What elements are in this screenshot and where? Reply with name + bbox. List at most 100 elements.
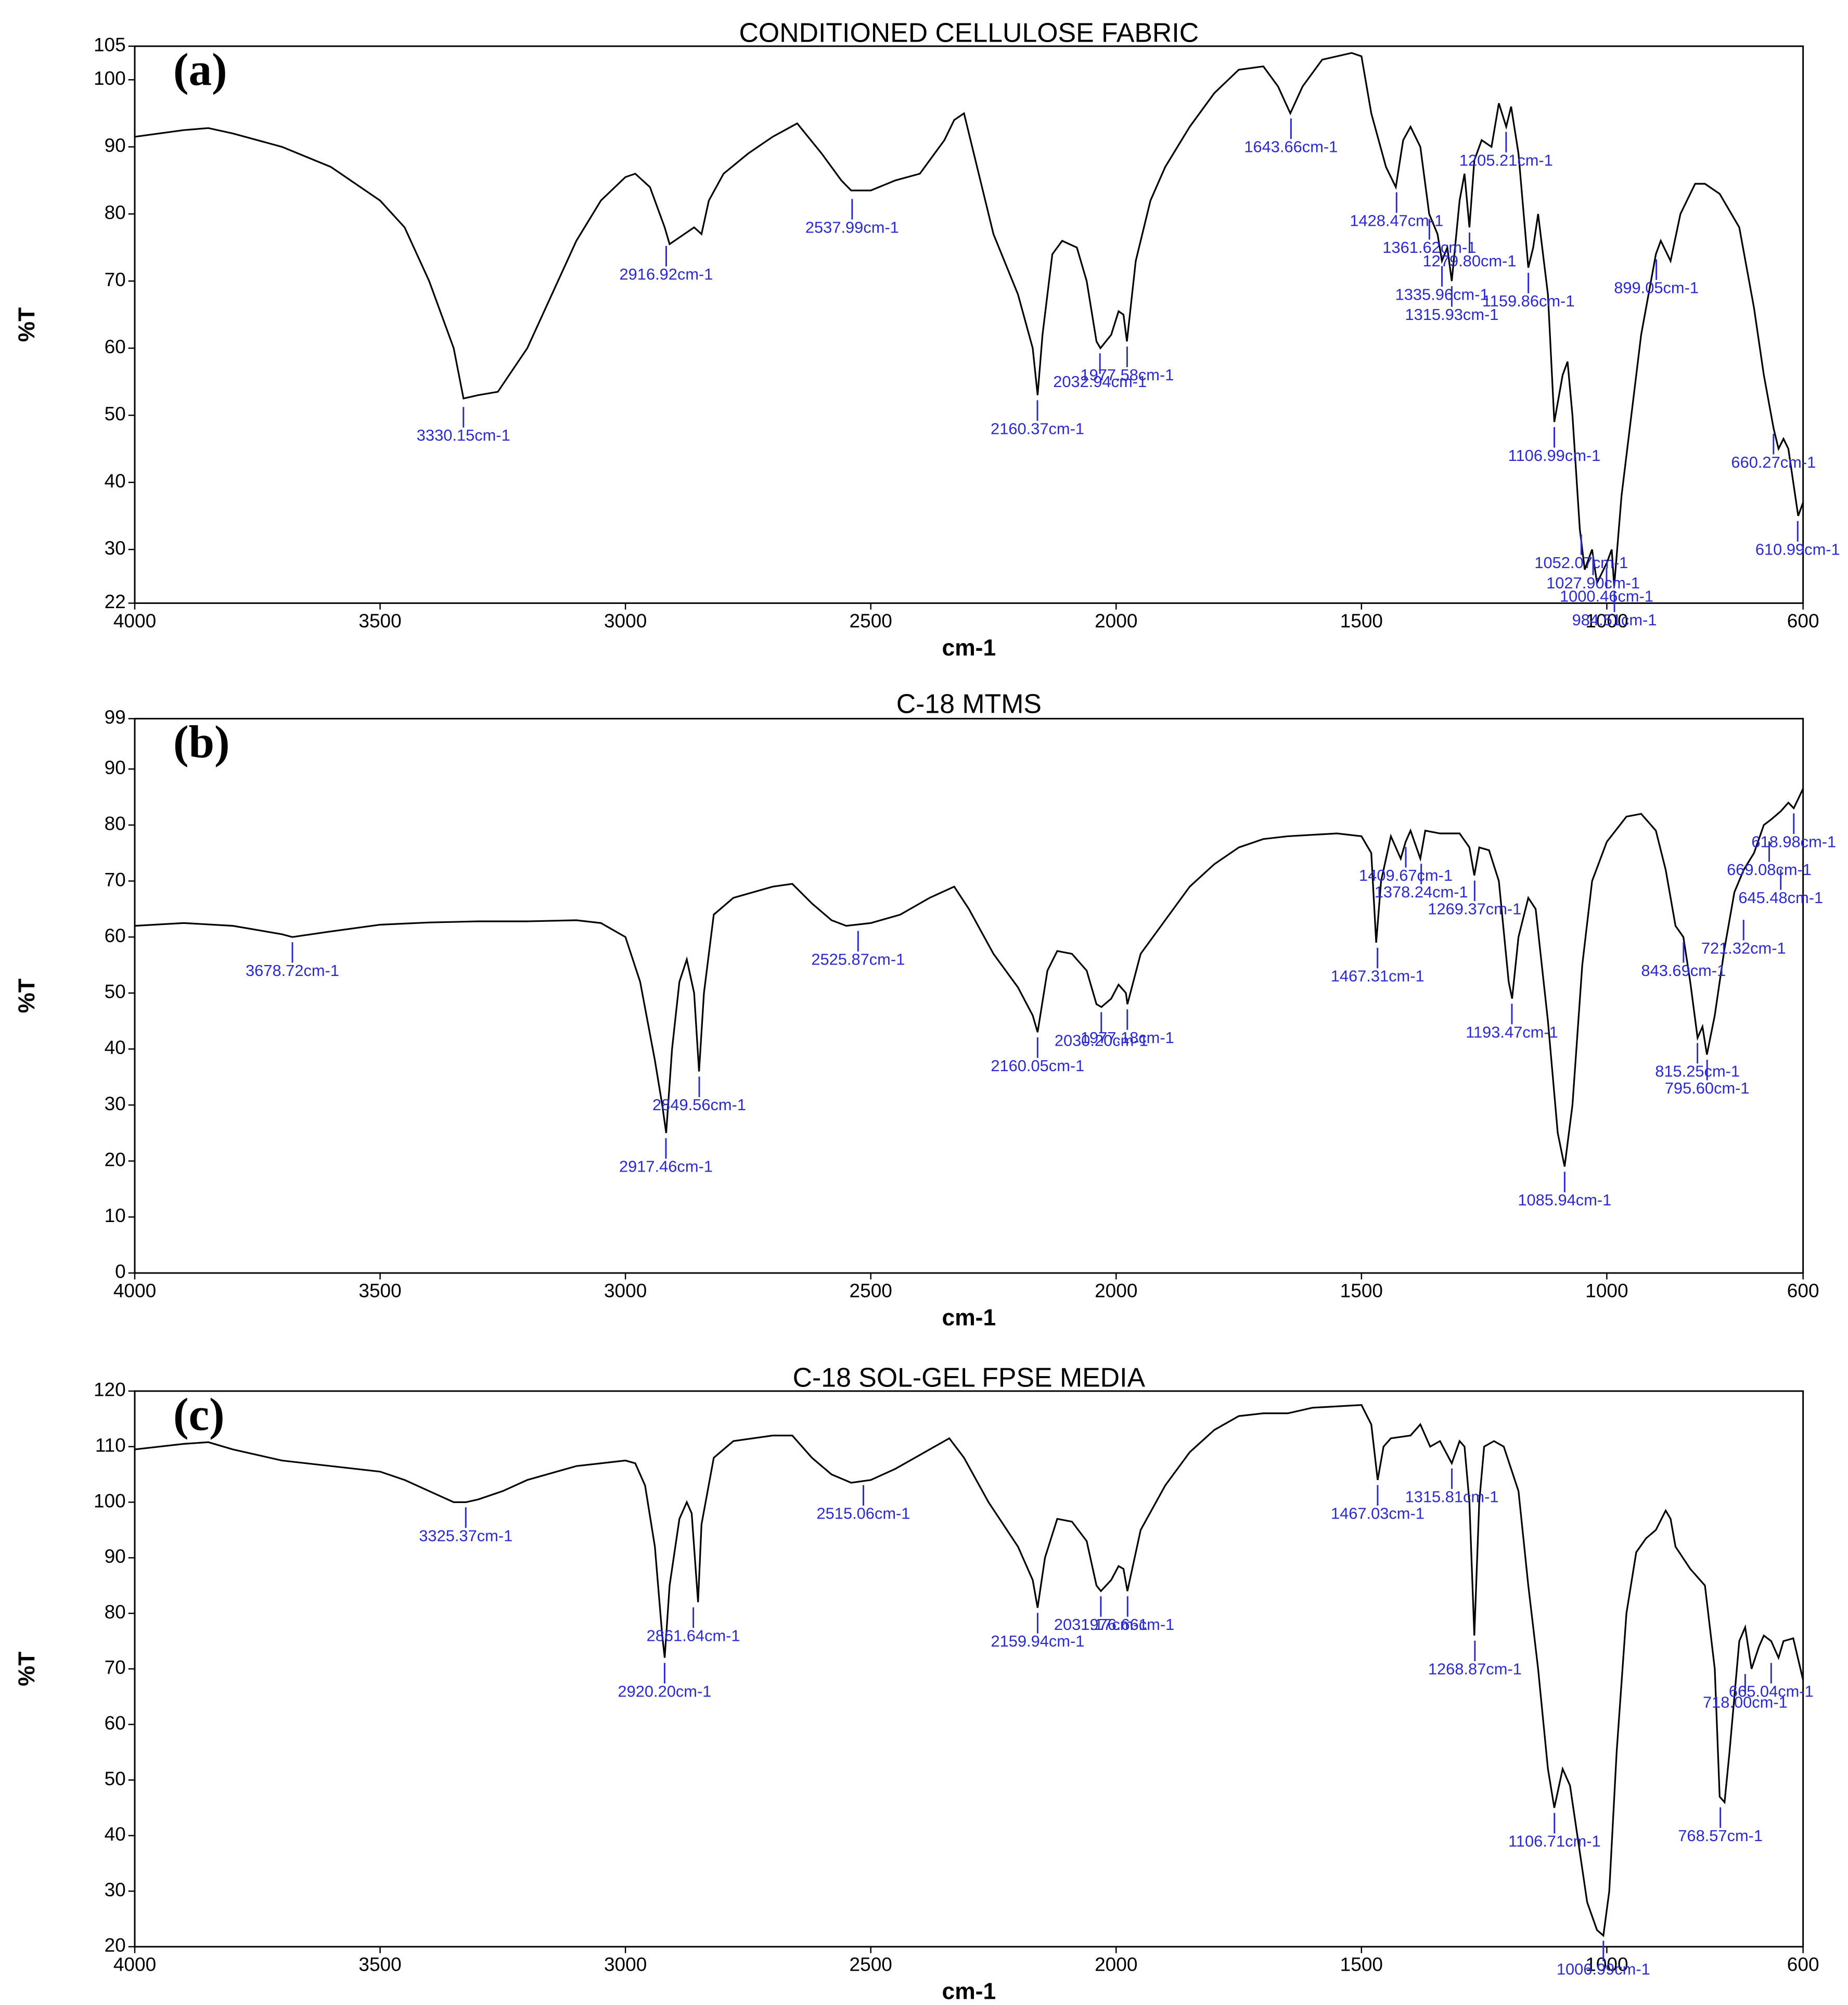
y-axis-label: %T bbox=[14, 307, 40, 342]
x-axis-label: cm-1 bbox=[942, 1979, 996, 2004]
peak-label: 1269.37cm-1 bbox=[1428, 899, 1521, 918]
y-tick-label: 0 bbox=[115, 1261, 126, 1282]
panel: C-18 SOL-GEL FPSE MEDIA %T cm-1 20 30 40 50 60 7… bbox=[14, 1362, 1819, 2004]
plot-frame bbox=[134, 1390, 1804, 1948]
peak-label: 2159.94cm-1 bbox=[991, 1632, 1084, 1650]
x-tick-label: 1500 bbox=[1340, 1280, 1383, 1302]
chart-title: C-18 SOL-GEL FPSE MEDIA bbox=[793, 1362, 1146, 1392]
panel-label: (b) bbox=[173, 717, 230, 768]
peak-label: 1006.99cm-1 bbox=[1557, 1960, 1650, 1978]
x-tick-label: 3500 bbox=[358, 1280, 401, 1302]
x-tick-label: 4000 bbox=[113, 610, 156, 632]
peak-label: 1976.66cm-1 bbox=[1081, 1615, 1174, 1634]
y-tick-label: 120 bbox=[94, 1379, 126, 1400]
peak-label: 1106.71cm-1 bbox=[1508, 1832, 1601, 1850]
peak-label: 669.08cm-1 bbox=[1727, 860, 1812, 879]
peak-label: 2920.20cm-1 bbox=[618, 1682, 711, 1700]
peak-label: 1027.90cm-1 bbox=[1546, 574, 1640, 592]
x-tick-label: 3000 bbox=[604, 610, 647, 632]
x-tick-label: 3000 bbox=[604, 1280, 647, 1302]
x-tick-label: 1000 bbox=[1585, 610, 1628, 632]
x-tick-label: 2000 bbox=[1095, 1954, 1137, 1975]
y-tick-label: 20 bbox=[105, 1935, 126, 1956]
peak-label: 3678.72cm-1 bbox=[246, 961, 339, 980]
peak-label: 2917.46cm-1 bbox=[619, 1158, 713, 1176]
y-tick-label: 70 bbox=[105, 269, 126, 290]
peak-label: 1409.67cm-1 bbox=[1359, 866, 1453, 884]
x-tick-label: 1000 bbox=[1585, 1280, 1628, 1302]
x-tick-label: 1000 bbox=[1585, 1954, 1628, 1975]
peak-label: 2849.56cm-1 bbox=[652, 1096, 746, 1114]
x-tick-label: 3500 bbox=[358, 610, 401, 632]
peak-label: 1467.31cm-1 bbox=[1331, 967, 1424, 985]
chart-title: CONDITIONED CELLULOSE FABRIC bbox=[739, 17, 1199, 47]
peak-label: 1428.47cm-1 bbox=[1350, 211, 1443, 229]
peak-label: 1106.99cm-1 bbox=[1508, 446, 1601, 465]
x-tick-label: 2000 bbox=[1095, 1280, 1137, 1302]
chart-title: C-18 MTMS bbox=[896, 688, 1042, 718]
peak-label: 1205.21cm-1 bbox=[1459, 151, 1553, 169]
y-tick-label: 80 bbox=[105, 202, 126, 223]
peak-label: 2160.05cm-1 bbox=[991, 1057, 1084, 1075]
peak-label: 3325.37cm-1 bbox=[419, 1526, 512, 1545]
panel: CONDITIONED CELLULOSE FABRIC %T cm-1 22 30 40… bbox=[14, 17, 1840, 661]
x-tick-label: 2000 bbox=[1095, 610, 1137, 632]
plot-frame bbox=[134, 717, 1804, 1274]
peak-label: 665.04cm-1 bbox=[1729, 1682, 1814, 1700]
x-axis-label: cm-1 bbox=[942, 1305, 996, 1331]
y-tick-label: 80 bbox=[105, 813, 126, 834]
peak-label: 1467.03cm-1 bbox=[1331, 1505, 1424, 1523]
y-tick-label: 30 bbox=[105, 1879, 126, 1900]
peak-label: 815.25cm-1 bbox=[1655, 1062, 1740, 1081]
peak-label: 2515.06cm-1 bbox=[817, 1505, 910, 1523]
x-tick-label: 2500 bbox=[850, 1280, 892, 1302]
peak-label: 2861.64cm-1 bbox=[647, 1627, 740, 1645]
peak-label: 2525.87cm-1 bbox=[811, 950, 905, 968]
y-tick-label: 60 bbox=[105, 336, 126, 357]
peak-label: 2030.20cm-1 bbox=[1055, 1031, 1148, 1049]
y-tick-label: 80 bbox=[105, 1601, 126, 1623]
panel-label: (a) bbox=[173, 44, 227, 95]
y-tick-label: 60 bbox=[105, 1713, 126, 1734]
peak-label: 795.60cm-1 bbox=[1665, 1079, 1750, 1097]
y-tick-label: 50 bbox=[105, 1768, 126, 1789]
y-tick-label: 105 bbox=[94, 34, 126, 56]
y-tick-label: 40 bbox=[105, 1823, 126, 1845]
x-tick-label: 4000 bbox=[113, 1954, 156, 1975]
y-tick-label: 50 bbox=[105, 403, 126, 425]
peak-label: 1977.18cm-1 bbox=[1081, 1029, 1174, 1047]
spectrum-line bbox=[134, 52, 1804, 587]
peak-label: 718.00cm-1 bbox=[1703, 1693, 1788, 1712]
peak-label: 768.57cm-1 bbox=[1678, 1827, 1763, 1845]
peak-label: 1315.93cm-1 bbox=[1405, 305, 1498, 324]
y-tick-label: 10 bbox=[105, 1205, 126, 1226]
peak-label: 1977.58cm-1 bbox=[1080, 366, 1174, 384]
peak-label: 618.98cm-1 bbox=[1751, 832, 1836, 851]
peak-label: 1335.96cm-1 bbox=[1395, 285, 1489, 303]
peak-label: 1052.07cm-1 bbox=[1534, 554, 1628, 572]
peak-label: 899.05cm-1 bbox=[1614, 278, 1699, 297]
x-tick-label: 2500 bbox=[850, 610, 892, 632]
y-tick-label: 20 bbox=[105, 1149, 126, 1170]
x-tick-label: 1500 bbox=[1340, 610, 1383, 632]
plot-frame bbox=[134, 45, 1804, 604]
peak-label: 721.32cm-1 bbox=[1701, 939, 1786, 957]
peak-label: 1159.86cm-1 bbox=[1482, 292, 1575, 310]
y-tick-label: 100 bbox=[94, 1490, 126, 1511]
y-axis-label: %T bbox=[14, 1652, 40, 1687]
y-tick-label: 90 bbox=[105, 135, 126, 156]
y-tick-label: 70 bbox=[105, 869, 126, 890]
panel-label: (c) bbox=[173, 1390, 225, 1441]
y-tick-label: 90 bbox=[105, 757, 126, 778]
peak-label: 984.51cm-1 bbox=[1572, 611, 1657, 629]
spectrum-line bbox=[134, 1404, 1804, 1937]
y-tick-label: 90 bbox=[105, 1546, 126, 1567]
y-tick-label: 22 bbox=[105, 591, 126, 612]
peak-label: 1643.66cm-1 bbox=[1244, 138, 1338, 156]
panel: C-18 MTMS %T cm-1 0 10 20 30 40 50 60 70 80 90 99 4000… bbox=[14, 688, 1836, 1330]
x-tick-label: 600 bbox=[1787, 610, 1819, 632]
y-tick-label: 40 bbox=[105, 470, 126, 492]
y-tick-label: 100 bbox=[94, 68, 126, 89]
y-tick-label: 70 bbox=[105, 1657, 126, 1678]
